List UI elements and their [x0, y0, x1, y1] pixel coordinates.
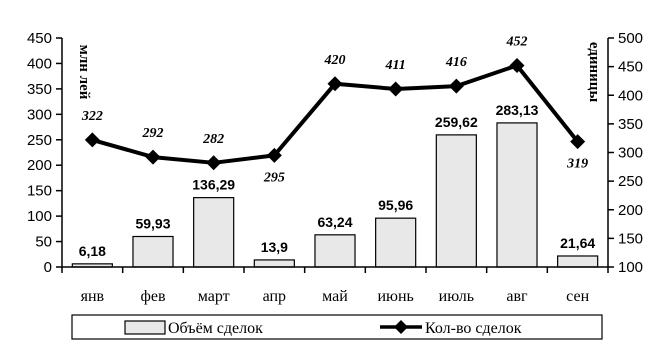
bar-value-label: 6,18: [79, 243, 106, 259]
line-value-label: 452: [506, 34, 528, 49]
bar: [557, 255, 599, 268]
category-label: июнь: [377, 288, 413, 305]
bar: [193, 197, 235, 268]
bar: [375, 217, 417, 268]
right-tick-label: 250: [618, 173, 643, 190]
left-tick-label: 250: [27, 132, 52, 149]
category-label: фев: [140, 288, 165, 305]
legend-bar-swatch: [124, 320, 166, 335]
legend-bar-label: Объём сделок: [168, 320, 263, 337]
line-marker: [388, 81, 404, 97]
left-tick-label: 0: [44, 259, 52, 276]
bar-value-label: 136,29: [192, 177, 235, 193]
left-tick-label: 400: [27, 55, 52, 72]
line-value-label: 319: [566, 157, 588, 172]
left-tick-label: 200: [27, 157, 52, 174]
left-axis-title: млн лей: [76, 45, 92, 100]
bar-value-label: 95,96: [378, 197, 413, 213]
line-marker: [327, 76, 343, 92]
line-value-label: 420: [324, 53, 346, 68]
bar: [314, 234, 356, 268]
line-value-label: 282: [202, 132, 224, 147]
bar-value-label: 21,64: [560, 235, 595, 251]
left-tick-label: 300: [27, 106, 52, 123]
right-tick-label: 450: [618, 59, 643, 76]
line-marker: [145, 149, 161, 165]
bar: [496, 122, 538, 268]
line-value-label: 322: [81, 109, 103, 124]
right-tick-label: 500: [618, 30, 643, 47]
category-label: авг: [506, 288, 528, 305]
line-marker: [570, 134, 586, 150]
line-value-label: 295: [263, 170, 285, 185]
legend-line-label: Кол-во сделок: [425, 320, 522, 337]
left-axis-ticks: 0 50 100 150 200 250 300 350 400 450: [27, 30, 62, 276]
bar-value-label: 59,93: [135, 216, 170, 232]
category-label: июль: [439, 288, 474, 305]
left-tick-label: 50: [35, 234, 52, 251]
right-tick-label: 300: [618, 145, 643, 162]
legend: Объём сделок Кол-во сделок: [71, 314, 603, 340]
line-series: 322 292 282 295 420 411 416 452 319: [81, 34, 588, 185]
bar-value-label: 63,24: [317, 214, 352, 230]
line-marker: [509, 57, 525, 73]
category-label: сен: [566, 288, 589, 305]
left-tick-label: 150: [27, 183, 52, 200]
right-tick-label: 400: [618, 87, 643, 104]
bar: [132, 235, 174, 268]
bar-value-label: 259,62: [435, 114, 478, 130]
right-tick-label: 200: [618, 202, 643, 219]
bar-series: 6,18 59,93 136,29 13,9 63,24 95,96 259,62 283,1…: [71, 102, 599, 268]
category-label: май: [322, 288, 348, 305]
right-tick-label: 150: [618, 230, 643, 247]
bar-value-label: 13,9: [261, 239, 288, 255]
left-tick-label: 450: [27, 30, 52, 47]
right-tick-label: 100: [618, 259, 643, 276]
line-marker: [206, 155, 222, 171]
right-axis-ticks: 100 150 200 250 300 350 400 450 500: [608, 30, 643, 276]
category-label: янв: [81, 288, 105, 305]
line-value-label: 411: [385, 58, 406, 73]
right-axis-title: единицы: [586, 42, 602, 103]
right-tick-label: 350: [618, 116, 643, 133]
line-value-label: 416: [445, 55, 467, 70]
line-marker: [266, 147, 282, 163]
bar-value-label: 283,13: [496, 102, 539, 118]
bar: [435, 134, 477, 268]
category-labels: янв фев март апр май июнь июль авг сен: [81, 288, 590, 305]
left-tick-label: 350: [27, 81, 52, 98]
left-tick-label: 100: [27, 208, 52, 225]
bar: [253, 259, 295, 268]
legend-diamond-icon: [394, 320, 408, 334]
line-value-label: 292: [142, 126, 164, 141]
line-marker: [84, 132, 100, 148]
axes: [61, 38, 609, 273]
category-label: март: [198, 288, 230, 305]
category-label: апр: [263, 288, 286, 305]
axis-titles: млн лей единицы: [76, 42, 602, 103]
line-marker: [448, 78, 464, 94]
